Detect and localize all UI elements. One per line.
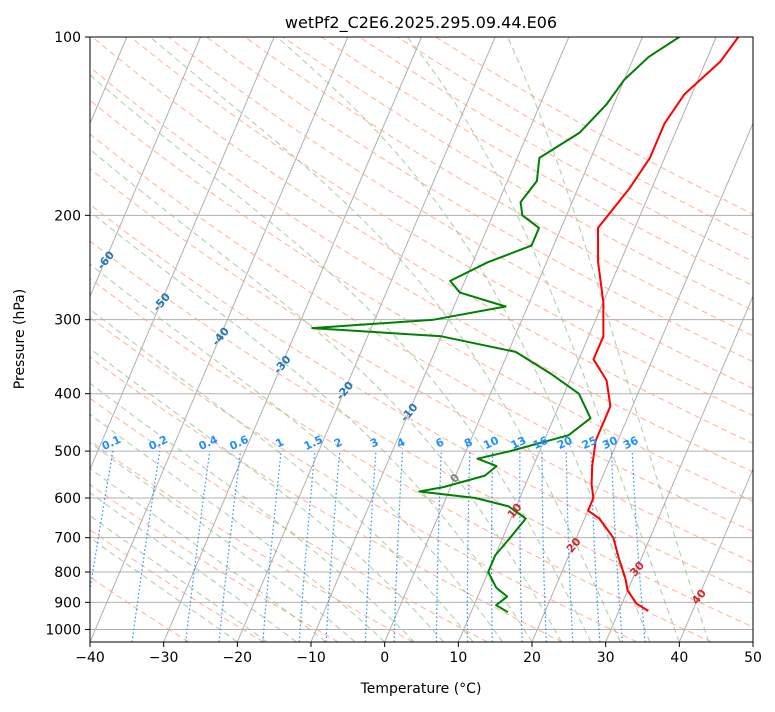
y-tick-label: 800: [54, 565, 81, 581]
y-tick-label: 500: [54, 444, 81, 460]
x-tick-label: −40: [75, 650, 105, 666]
x-axis-label: Temperature (°C): [360, 681, 482, 697]
x-tick-label: 40: [670, 650, 688, 666]
y-tick-label: 300: [54, 313, 81, 329]
y-tick-label: 100: [54, 30, 81, 46]
x-tick-label: 10: [449, 650, 467, 666]
y-tick-label: 900: [54, 595, 81, 611]
y-axis-label: Pressure (hPa): [12, 289, 28, 389]
y-tick-label: 400: [54, 387, 81, 403]
x-tick-label: 50: [744, 650, 762, 666]
x-tick-label: −20: [223, 650, 253, 666]
x-tick-label: −10: [296, 650, 326, 666]
chart-title: wetPf2_C2E6.2025.295.09.44.E06: [285, 13, 557, 33]
x-tick-label: 30: [597, 650, 615, 666]
y-tick-label: 600: [54, 491, 81, 507]
y-tick-label: 700: [54, 531, 81, 547]
y-tick-label: 200: [54, 208, 81, 224]
y-tick-label: 1000: [45, 622, 81, 638]
x-tick-label: 20: [523, 650, 541, 666]
x-tick-label: −30: [149, 650, 179, 666]
x-tick-label: 0: [380, 650, 389, 666]
